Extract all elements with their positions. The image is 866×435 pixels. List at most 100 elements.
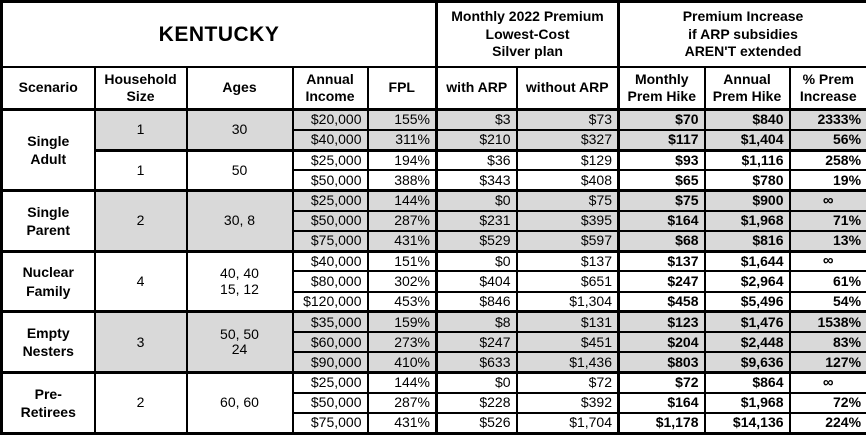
table-row: $75,000 431% $526 $1,704 $1,178 $14,136 … bbox=[2, 411, 866, 435]
table-row: Single Adult 1 30 $20,000 155% $3 $73 $7… bbox=[0, 108, 866, 192]
cell-pct-increase: 19% bbox=[788, 169, 866, 192]
table-title: KENTUCKY bbox=[0, 0, 438, 69]
cell-income: $50,000 bbox=[291, 391, 369, 415]
cell-fpl: 410% bbox=[366, 351, 438, 374]
col-header-fpl: FPL bbox=[366, 66, 438, 112]
cell-with-arp: $404 bbox=[435, 270, 518, 293]
cell-monthly-hike: $137 bbox=[617, 249, 706, 273]
cell-monthly-hike: $72 bbox=[617, 371, 706, 394]
cell-with-arp: $0 bbox=[435, 249, 518, 273]
cell-with-arp: $231 bbox=[435, 209, 518, 233]
cell-pct-increase: 54% bbox=[788, 290, 866, 313]
table-row: Single Parent 2 30, 8 $25,000 144% $0 $7… bbox=[0, 189, 866, 253]
cell-income: $40,000 bbox=[291, 128, 369, 152]
col-header-annual-prem-hike: Annual Prem Hike bbox=[703, 66, 791, 112]
table-row: $60,000 273% $247 $451 $204 $2,448 83% bbox=[2, 331, 866, 354]
col-header-pct-prem-increase: % Prem Increase bbox=[788, 66, 866, 112]
table-row: $40,000 311% $210 $327 $117 $1,404 56% bbox=[2, 128, 866, 152]
cell-fpl: 431% bbox=[366, 411, 438, 435]
cell-income: $40,000 bbox=[291, 249, 369, 273]
cell-without-arp: $1,436 bbox=[515, 351, 620, 374]
cell-without-arp: $597 bbox=[515, 230, 620, 253]
table-row: $75,000 431% $529 $597 $68 $816 13% bbox=[2, 230, 866, 253]
cell-without-arp: $392 bbox=[515, 391, 620, 415]
cell-income: $50,000 bbox=[291, 209, 369, 233]
cell-with-arp: $529 bbox=[435, 230, 518, 253]
cell-monthly-hike: $123 bbox=[617, 310, 706, 334]
cell-with-arp: $343 bbox=[435, 169, 518, 192]
cell-household-size: 2 bbox=[93, 371, 188, 435]
cell-annual-hike: $1,644 bbox=[703, 249, 791, 273]
cell-pct-increase: 224% bbox=[788, 411, 866, 435]
cell-ages: 40, 40 15, 12 bbox=[185, 249, 294, 313]
cell-without-arp: $73 bbox=[515, 108, 620, 131]
cell-with-arp: $3 bbox=[435, 108, 518, 131]
cell-with-arp: $0 bbox=[435, 189, 518, 212]
cell-without-arp: $327 bbox=[515, 128, 620, 152]
cell-fpl: 144% bbox=[366, 371, 438, 394]
cell-pct-increase: ∞ bbox=[788, 249, 866, 273]
cell-pct-increase: 61% bbox=[788, 270, 866, 293]
cell-monthly-hike: $164 bbox=[617, 209, 706, 233]
cell-with-arp: $36 bbox=[435, 148, 518, 172]
cell-ages: 30, 8 bbox=[185, 189, 294, 253]
cell-annual-hike: $780 bbox=[703, 169, 791, 192]
table-row: 1 50 $25,000 194% $36 $129 $93 $1,116 25… bbox=[2, 148, 866, 192]
cell-monthly-hike: $70 bbox=[617, 108, 706, 131]
cell-pct-increase: ∞ bbox=[788, 371, 866, 394]
cell-household-size: 4 bbox=[93, 249, 188, 313]
cell-with-arp: $247 bbox=[435, 331, 518, 354]
col-header-annual-income: Annual Income bbox=[291, 66, 369, 112]
cell-ages: 30 bbox=[185, 108, 294, 152]
table-row: Nuclear Family 4 40, 40 15, 12 $40,000 1… bbox=[0, 249, 866, 313]
cell-income: $50,000 bbox=[291, 169, 369, 192]
cell-scenario: Single Adult bbox=[0, 108, 96, 192]
cell-income: $75,000 bbox=[291, 230, 369, 253]
cell-annual-hike: $1,968 bbox=[703, 391, 791, 415]
cell-pct-increase: 2333% bbox=[788, 108, 866, 131]
cell-without-arp: $395 bbox=[515, 209, 620, 233]
cell-without-arp: $72 bbox=[515, 371, 620, 394]
cell-annual-hike: $1,968 bbox=[703, 209, 791, 233]
cell-pct-increase: 1538% bbox=[788, 310, 866, 334]
cell-fpl: 302% bbox=[366, 270, 438, 293]
cell-scenario: Single Parent bbox=[0, 189, 96, 253]
cell-household-size: 2 bbox=[93, 189, 188, 253]
table-row: Pre- Retirees 2 60, 60 $25,000 144% $0 $… bbox=[0, 371, 866, 435]
cell-annual-hike: $1,476 bbox=[703, 310, 791, 334]
cell-pct-increase: 56% bbox=[788, 128, 866, 152]
cell-fpl: 194% bbox=[366, 148, 438, 172]
cell-with-arp: $228 bbox=[435, 391, 518, 415]
cell-with-arp: $8 bbox=[435, 310, 518, 334]
cell-monthly-hike: $247 bbox=[617, 270, 706, 293]
cell-with-arp: $0 bbox=[435, 371, 518, 394]
cell-fpl: 159% bbox=[366, 310, 438, 334]
cell-without-arp: $129 bbox=[515, 148, 620, 172]
cell-pct-increase: 127% bbox=[788, 351, 866, 374]
col-header-with-arp: with ARP bbox=[435, 66, 518, 112]
cell-pct-increase: 72% bbox=[788, 391, 866, 415]
cell-income: $75,000 bbox=[291, 411, 369, 435]
cell-ages: 60, 60 bbox=[185, 371, 294, 435]
table-row: Empty Nesters 3 50, 50 24 $35,000 159% $… bbox=[0, 310, 866, 374]
cell-monthly-hike: $68 bbox=[617, 230, 706, 253]
cell-annual-hike: $1,404 bbox=[703, 128, 791, 152]
cell-fpl: 311% bbox=[366, 128, 438, 152]
cell-ages: 50 bbox=[185, 148, 294, 192]
cell-pct-increase: 71% bbox=[788, 209, 866, 233]
cell-annual-hike: $9,636 bbox=[703, 351, 791, 374]
cell-monthly-hike: $204 bbox=[617, 331, 706, 354]
col-header-monthly-prem-hike: Monthly Prem Hike bbox=[617, 66, 706, 112]
section-header-increase: Premium Increase if ARP subsidies AREN'T… bbox=[617, 0, 866, 69]
cell-monthly-hike: $1,178 bbox=[617, 411, 706, 435]
cell-with-arp: $633 bbox=[435, 351, 518, 374]
cell-annual-hike: $816 bbox=[703, 230, 791, 253]
cell-income: $35,000 bbox=[291, 310, 369, 334]
cell-monthly-hike: $164 bbox=[617, 391, 706, 415]
cell-with-arp: $846 bbox=[435, 290, 518, 313]
cell-fpl: 151% bbox=[366, 249, 438, 273]
col-header-ages: Ages bbox=[185, 66, 294, 112]
cell-monthly-hike: $117 bbox=[617, 128, 706, 152]
